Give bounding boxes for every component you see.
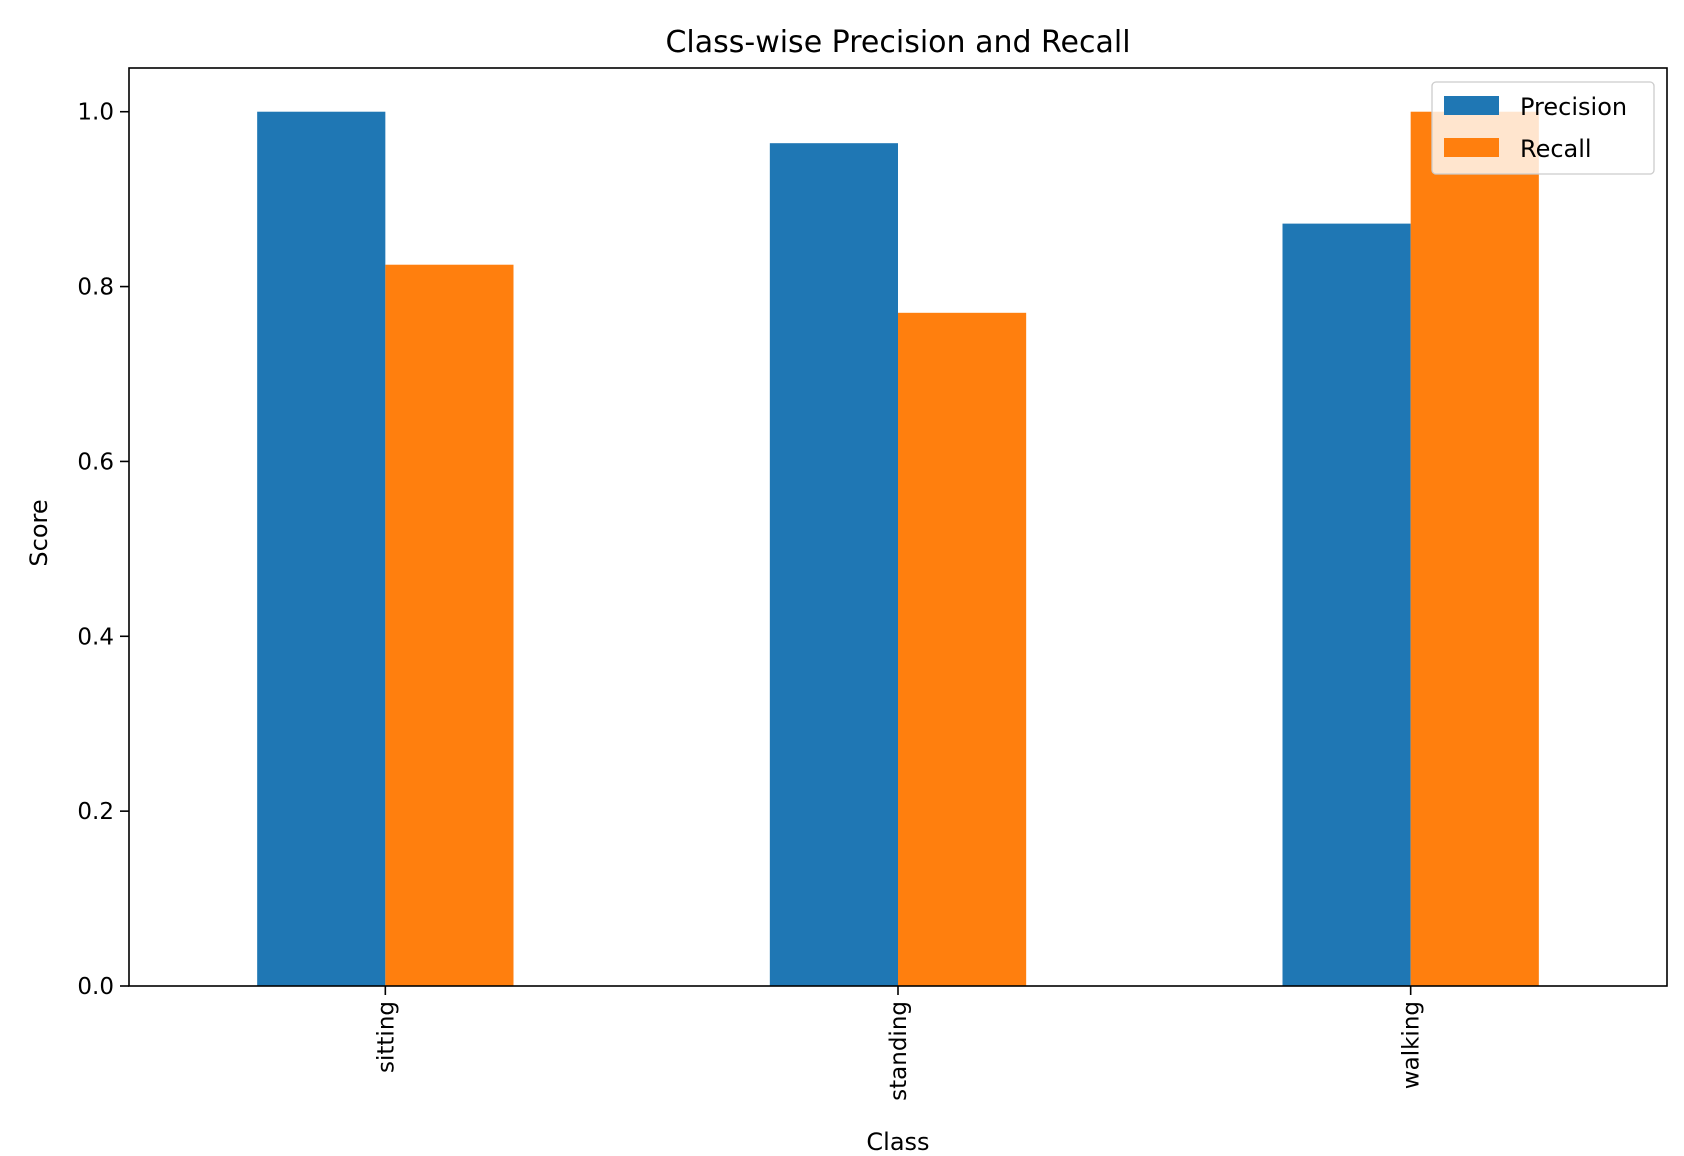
x-axis: sitting standing walking (373, 986, 1425, 1101)
legend: Precision Recall (1431, 81, 1655, 175)
y-tick-label: 0.4 (77, 624, 114, 650)
bars-layer (257, 111, 1539, 987)
y-axis: 0.0 0.2 0.4 0.6 0.8 1.0 (77, 100, 129, 1000)
legend-swatch-precision (1444, 96, 1499, 115)
x-tick-label-sitting: sitting (373, 1001, 399, 1073)
bar-precision-standing (769, 143, 898, 986)
x-tick-label-walking: walking (1399, 1001, 1425, 1089)
bar-recall-standing (898, 312, 1027, 986)
bar-recall-sitting (385, 264, 514, 987)
bar-recall-walking (1410, 111, 1539, 986)
y-tick-label: 0.8 (77, 275, 114, 301)
y-tick-label: 0.2 (77, 799, 114, 825)
bar-precision-walking (1282, 223, 1411, 986)
legend-swatch-recall (1444, 138, 1499, 157)
y-tick-label: 0.0 (77, 974, 114, 1000)
y-axis-label: Score (25, 499, 53, 566)
y-tick-label: 0.6 (77, 449, 114, 475)
legend-label-recall: Recall (1520, 135, 1592, 163)
x-axis-label: Class (866, 1128, 929, 1152)
legend-label-precision: Precision (1520, 93, 1627, 121)
y-tick-label: 1.0 (77, 100, 114, 126)
x-tick-label-standing: standing (886, 1001, 912, 1101)
bar-precision-sitting (257, 111, 386, 986)
chart-title: Class-wise Precision and Recall (665, 25, 1130, 60)
